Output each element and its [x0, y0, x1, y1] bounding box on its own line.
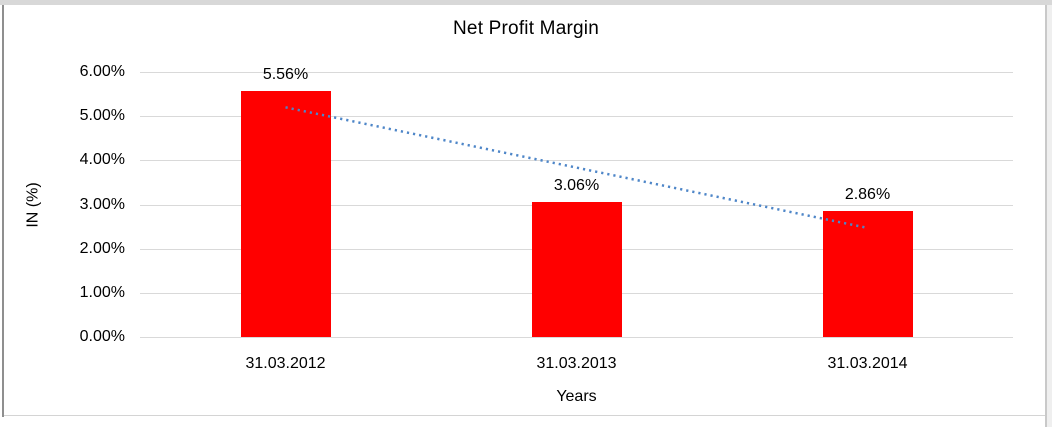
- y-tick-label: 4.00%: [79, 151, 125, 169]
- gridline: [140, 337, 1013, 338]
- x-tick-label: 31.03.2013: [536, 355, 617, 372]
- bar-value-label: 3.06%: [553, 176, 600, 194]
- frame-border-right-strip: [1047, 5, 1052, 427]
- y-tick-label: 6.00%: [79, 63, 125, 80]
- bar-value-label: 2.86%: [844, 185, 891, 203]
- x-axis-title: Years: [556, 388, 597, 405]
- bar-31.03.2012: [240, 91, 331, 337]
- trendline: [285, 106, 868, 230]
- y-tick-label: 0.00%: [79, 328, 125, 345]
- bar-value-label: 5.56%: [262, 66, 309, 84]
- gridline: [140, 116, 1013, 118]
- y-tick-label: 5.00%: [79, 107, 125, 125]
- frame-border-top: [0, 0, 1052, 5]
- gridline: [140, 160, 1013, 162]
- frame-border-bottom: [4, 415, 1045, 416]
- frame-border-left: [2, 5, 4, 417]
- x-tick-label: 31.03.2014: [827, 355, 908, 372]
- bar-31.03.2014: [822, 210, 913, 337]
- plot-area: 5.56% 3.06% 2.86%: [140, 66, 1013, 338]
- bar-31.03.2013: [531, 201, 622, 337]
- y-tick-label: 1.00%: [79, 283, 125, 301]
- chart-title: Net Profit Margin: [453, 18, 599, 39]
- gridline: [140, 72, 1013, 73]
- y-tick-label: 2.00%: [79, 239, 125, 257]
- frame-border-right: [1045, 5, 1047, 427]
- y-tick-label: 3.00%: [79, 195, 125, 213]
- x-tick-label: 31.03.2012: [245, 355, 326, 372]
